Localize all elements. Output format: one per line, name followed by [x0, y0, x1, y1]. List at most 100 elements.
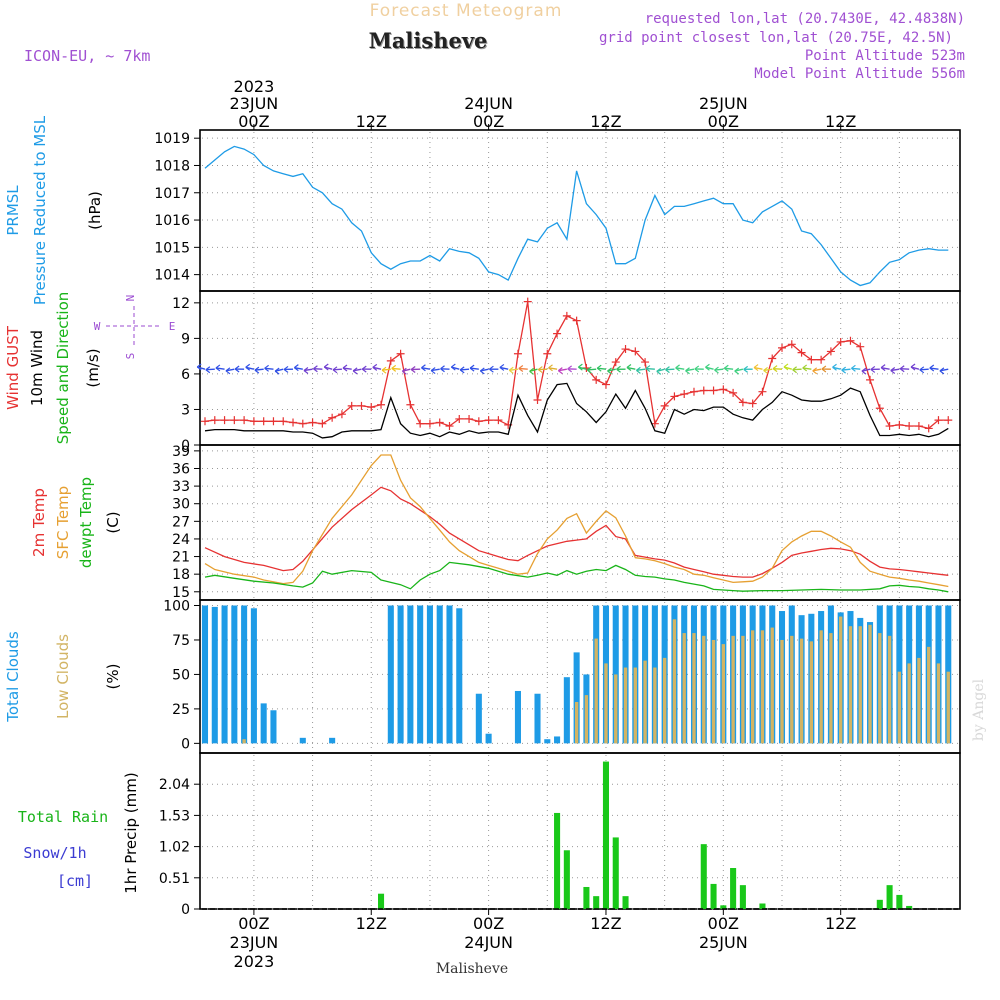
wind-direction-arrow — [714, 368, 724, 371]
wind-direction-arrow — [792, 368, 802, 371]
gust-marker — [856, 342, 865, 351]
wind-arrow-head — [352, 367, 358, 375]
wind-arrow-head — [567, 365, 573, 373]
gust-marker — [641, 358, 650, 367]
y-tick-label: 39 — [172, 444, 190, 460]
wind-direction-arrow — [841, 368, 851, 371]
y-tick-label: 100 — [163, 599, 190, 615]
wind-arrow-head — [636, 366, 641, 374]
wind-arrow-head — [890, 367, 896, 374]
panel-frame — [199, 599, 961, 754]
bar-total-clouds — [534, 693, 541, 744]
gust-marker — [836, 337, 845, 346]
panel-wind: 0 3 6 9 12 Wind GUST 10m Wind Speed and Directi… — [4, 290, 961, 454]
wind-direction-arrow — [352, 368, 362, 372]
y-tick-label: 36 — [172, 461, 190, 477]
requested-coords: requested lon,lat (20.7430E, 42.4838N) — [645, 11, 965, 27]
y-tick-label: 1016 — [154, 213, 190, 229]
wind-arrow-head — [518, 365, 524, 372]
wind-arrow-head — [626, 364, 632, 371]
gust-marker — [807, 355, 816, 364]
wind-arrow-head — [391, 364, 397, 372]
gust-marker — [386, 356, 395, 365]
wind-direction-arrow — [421, 367, 431, 370]
bar-low-clouds — [604, 663, 608, 744]
wind-direction-arrow — [509, 368, 519, 371]
panel-frame — [199, 444, 961, 601]
gust-marker — [787, 340, 796, 349]
wind-arrow-head — [656, 367, 662, 375]
bar-total-clouds — [231, 605, 238, 744]
wind-direction-arrow — [626, 366, 636, 370]
wind-arrow-head — [802, 364, 808, 372]
gust-marker — [895, 420, 904, 429]
y-tick-label: 0 — [181, 736, 190, 752]
wind-arrow-head — [743, 365, 749, 373]
gust-marker — [924, 424, 933, 433]
wind-direction-arrow — [685, 368, 695, 372]
axis-unit-label: (hPa) — [86, 191, 104, 230]
gust-marker — [259, 417, 268, 426]
gust-marker — [621, 345, 630, 354]
gust-marker — [513, 349, 522, 358]
wind-direction-arrow — [919, 368, 929, 371]
bar-low-clouds — [858, 626, 862, 744]
wind-arrow-head — [705, 363, 710, 371]
wind-direction-arrow — [205, 368, 215, 371]
gust-marker — [367, 403, 376, 412]
bar-total-rain — [886, 885, 893, 909]
wind-arrow-head — [578, 363, 583, 371]
bottom-time-label: 00Z — [708, 914, 739, 933]
bar-low-clouds — [614, 674, 618, 744]
gust-marker — [249, 417, 258, 426]
gust-marker — [289, 418, 298, 427]
bar-low-clouds — [868, 624, 872, 744]
y-tick-label: 1.02 — [159, 840, 190, 856]
y-tick-label: 1014 — [154, 268, 190, 284]
bar-low-clouds — [574, 702, 579, 744]
wind-arrow-head — [323, 363, 329, 371]
bar-low-clouds — [682, 633, 686, 744]
y-tick-label: 21 — [172, 550, 190, 566]
bar-low-clouds — [692, 633, 696, 744]
gust-marker — [670, 392, 679, 401]
side-label: Snow/1h — [23, 844, 86, 862]
bar-total-clouds — [250, 608, 257, 744]
wind-arrow-head — [694, 365, 700, 373]
y-tick-label: 15 — [172, 585, 190, 601]
side-label: 2m Temp — [30, 488, 48, 557]
bar-total-rain — [896, 894, 903, 909]
bottom-date-label: 25JUN — [699, 933, 748, 952]
gust-marker — [210, 416, 219, 425]
wind-arrow-head — [361, 365, 367, 373]
y-tick-label: 0 — [181, 902, 190, 918]
bar-total-clouds — [329, 737, 336, 744]
wind-direction-arrow — [763, 368, 773, 372]
wind-direction-arrow — [724, 367, 734, 370]
gust-marker — [230, 416, 239, 425]
bar-total-clouds — [554, 736, 561, 744]
gust-marker — [601, 380, 610, 389]
footer-location: Malisheve — [436, 961, 508, 977]
bar-low-clouds — [711, 639, 716, 744]
y-tick-label: 30 — [172, 497, 190, 513]
bottom-time-label: 00Z — [473, 914, 504, 933]
watermark: by Angel — [971, 678, 987, 741]
compass-n: N — [124, 295, 137, 302]
y-tick-label: 0 — [181, 438, 190, 454]
wind-arrow-head — [469, 364, 475, 372]
bar-total-clouds — [544, 739, 551, 744]
y-tick-label: 9 — [181, 331, 190, 347]
series-line-2m-temp — [204, 486, 949, 578]
wind-arrow-head — [792, 366, 797, 374]
wind-arrow-head — [812, 367, 818, 375]
gust-marker — [445, 422, 454, 431]
top-time-label: 00Z — [238, 112, 269, 131]
panel-frame — [199, 752, 961, 910]
y-tick-label: 1018 — [154, 158, 190, 174]
bottom-time-label: 12Z — [356, 914, 387, 933]
wind-arrow-head — [832, 363, 837, 371]
y-tick-label: 33 — [172, 479, 190, 495]
panel-precipitation: 0 0.51 1.02 1.53 2.04 Total Rain Snow/1h [cm] 1h… — [18, 752, 961, 918]
compass-w: W — [94, 320, 101, 333]
